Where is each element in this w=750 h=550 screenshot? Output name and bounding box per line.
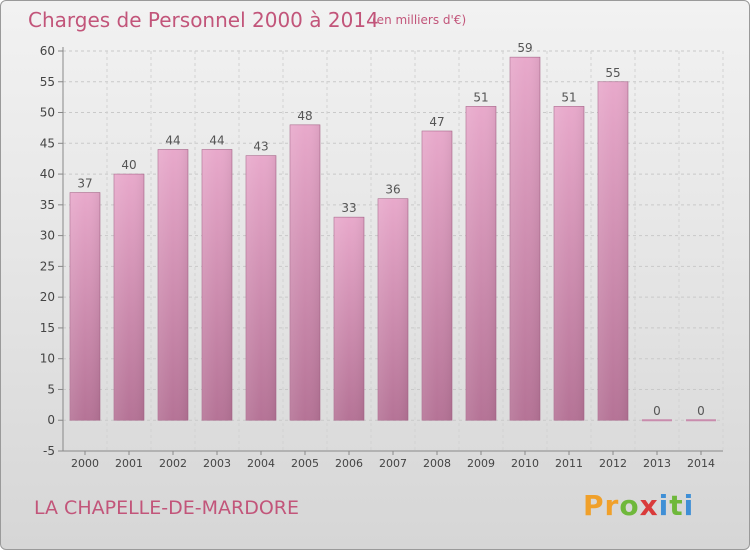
- data-label: 40: [121, 158, 136, 172]
- x-tick-label: 2013: [643, 457, 671, 470]
- x-tick-label: 2006: [335, 457, 363, 470]
- y-tick-label: 40: [40, 167, 55, 181]
- bar-shine: [378, 198, 408, 421]
- logo-letter: x: [639, 489, 659, 522]
- logo-letter: i: [683, 489, 695, 522]
- y-tick-label: 50: [40, 106, 55, 120]
- data-label: 37: [77, 177, 92, 191]
- y-tick-label: 60: [40, 44, 55, 58]
- y-tick-label: 15: [40, 321, 55, 335]
- y-tick-label: 25: [40, 259, 55, 273]
- bar-shine: [290, 124, 320, 421]
- bar-shine: [510, 57, 540, 421]
- data-label: 0: [653, 404, 661, 418]
- y-tick-label: 20: [40, 290, 55, 304]
- x-tick-label: 2009: [467, 457, 495, 470]
- labels: -505101520253035404550556037200040200144…: [40, 41, 715, 470]
- data-label: 43: [253, 140, 268, 154]
- data-label: 51: [473, 90, 488, 104]
- chart-title: Charges de Personnel 2000 à 2014: [28, 8, 379, 32]
- data-label: 48: [297, 109, 312, 123]
- x-tick-label: 2004: [247, 457, 275, 470]
- logo-letter: r: [604, 489, 620, 522]
- x-tick-label: 2002: [159, 457, 187, 470]
- bar-shine: [554, 106, 584, 421]
- y-tick-label: 10: [40, 352, 55, 366]
- logo-letter: t: [669, 489, 684, 522]
- y-tick-label: 0: [47, 413, 55, 427]
- x-tick-label: 2005: [291, 457, 319, 470]
- logo-letter: o: [619, 489, 640, 522]
- bar-shine: [70, 192, 100, 421]
- bar-shine: [202, 149, 232, 421]
- data-label: 51: [561, 90, 576, 104]
- logo-letter: P: [583, 489, 605, 522]
- y-tick-label: 55: [40, 75, 55, 89]
- bar-shine: [422, 131, 452, 421]
- bar-shine: [114, 174, 144, 421]
- data-label: 47: [429, 115, 444, 129]
- bar-shine: [158, 149, 188, 421]
- y-tick-label: 30: [40, 229, 55, 243]
- y-tick-label: 5: [47, 382, 55, 396]
- bars: [69, 56, 716, 422]
- axes: [58, 47, 723, 455]
- data-label: 59: [517, 41, 532, 55]
- data-label: 44: [165, 133, 180, 147]
- y-tick-label: 35: [40, 198, 55, 212]
- x-tick-label: 2008: [423, 457, 451, 470]
- x-tick-label: 2010: [511, 457, 539, 470]
- y-tick-label: 45: [40, 136, 55, 150]
- chart-unit-label: (en milliers d'€): [372, 13, 467, 27]
- bar-shine: [466, 106, 496, 421]
- x-tick-label: 2014: [687, 457, 715, 470]
- x-tick-label: 2003: [203, 457, 231, 470]
- data-label: 33: [341, 201, 356, 215]
- data-label: 55: [605, 66, 620, 80]
- data-label: 0: [697, 404, 705, 418]
- data-label: 36: [385, 183, 400, 197]
- x-tick-label: 2007: [379, 457, 407, 470]
- x-tick-label: 2012: [599, 457, 627, 470]
- x-tick-label: 2000: [71, 457, 99, 470]
- proxiti-logo: Proxiti: [583, 489, 694, 522]
- bar-shine: [598, 81, 628, 421]
- y-tick-label: -5: [43, 444, 55, 458]
- commune-name: LA CHAPELLE-DE-MARDORE: [34, 497, 299, 519]
- data-label: 44: [209, 133, 224, 147]
- bar-shine: [334, 217, 364, 421]
- x-tick-label: 2001: [115, 457, 143, 470]
- x-tick-label: 2011: [555, 457, 583, 470]
- logo-letter: i: [658, 489, 670, 522]
- bar-shine: [246, 155, 276, 421]
